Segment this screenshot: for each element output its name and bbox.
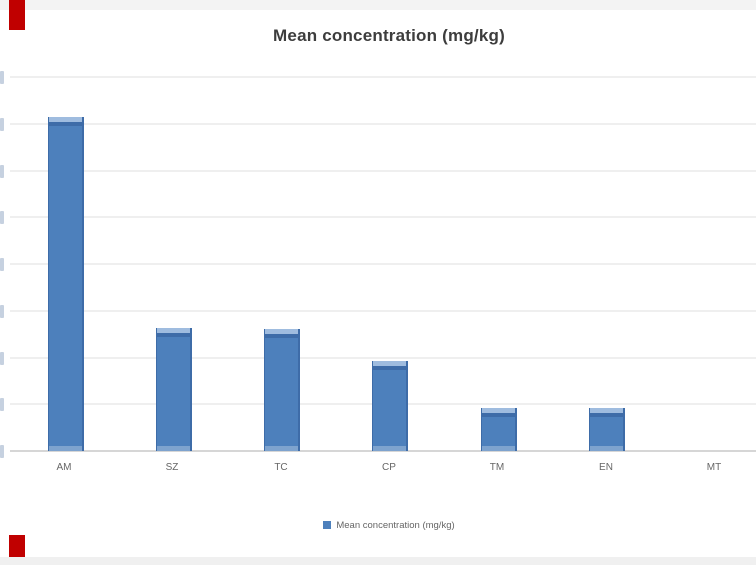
chart-title: Mean concentration (mg/kg) (273, 26, 505, 45)
gridline (10, 216, 756, 218)
y-tick-label-fragment (0, 258, 4, 271)
y-tick-label-fragment (0, 398, 4, 411)
bar-en (589, 408, 625, 451)
x-axis-label-am: AM (56, 462, 72, 473)
gridline (10, 310, 756, 312)
y-tick-label-fragment (0, 118, 4, 131)
bar-sz (156, 328, 192, 451)
y-tick-label-fragment (0, 211, 4, 224)
x-axis-label-mt: MT (706, 462, 722, 473)
y-tick-label-fragment (0, 305, 4, 318)
gridline (10, 123, 756, 125)
x-axis-label-en: EN (599, 462, 613, 473)
top-gray-band (0, 0, 756, 10)
gridline (10, 357, 756, 359)
red-clipped-artifact-top (9, 0, 25, 30)
x-axis-label-sz: SZ (165, 462, 179, 473)
gridline (10, 263, 756, 265)
x-axis-label-tm: TM (489, 462, 505, 473)
gridline (10, 170, 756, 172)
x-axis-line (10, 450, 756, 452)
y-tick-label-fragment (0, 165, 4, 178)
bar-tc (264, 329, 300, 451)
bar-tm (481, 408, 517, 451)
gridline (10, 76, 756, 78)
y-tick-label-fragment (0, 71, 4, 84)
y-tick-label-fragment (0, 445, 4, 458)
legend-label: Mean concentration (mg/kg) (336, 519, 455, 531)
x-axis-label-tc: TC (274, 462, 288, 473)
y-tick-label-fragment (0, 352, 4, 365)
x-axis-label-cp: CP (382, 462, 396, 473)
legend-swatch (323, 521, 332, 529)
legend: Mean concentration (mg/kg) (10, 517, 756, 533)
bar-cp (372, 361, 408, 451)
bottom-gray-band (0, 557, 756, 565)
bar-am (48, 117, 84, 451)
